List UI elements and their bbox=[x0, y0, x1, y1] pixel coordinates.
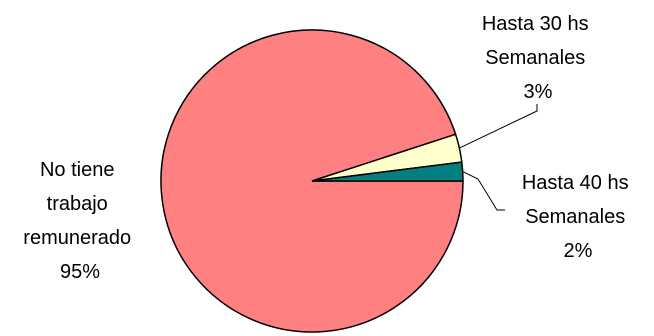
label-line: Semanales bbox=[485, 47, 585, 69]
pie-slices bbox=[160, 29, 464, 333]
label-no-tiene-trabajo: No tiene trabajo remunerado 95% bbox=[23, 159, 136, 283]
leader-lines bbox=[459, 104, 538, 211]
leader-line-hasta-40-hs bbox=[462, 171, 505, 211]
slice-hasta-40-hs bbox=[311, 161, 464, 182]
label-line: remunerado bbox=[23, 227, 131, 249]
label-pct: 95% bbox=[60, 261, 100, 283]
label-pct: 2% bbox=[564, 240, 593, 262]
label-hasta-30-hs: Hasta 30 hs Semanales 3% bbox=[482, 13, 594, 103]
label-line: Hasta 40 hs bbox=[522, 172, 629, 194]
label-hasta-40-hs: Hasta 40 hs Semanales 2% bbox=[522, 172, 634, 262]
label-line: Hasta 30 hs bbox=[482, 13, 589, 35]
label-line: Semanales bbox=[525, 206, 625, 228]
leader-line-hasta-30-hs bbox=[459, 104, 538, 149]
label-line: trabajo bbox=[47, 193, 108, 215]
label-pct: 3% bbox=[524, 81, 553, 103]
label-line: No tiene bbox=[40, 159, 115, 181]
